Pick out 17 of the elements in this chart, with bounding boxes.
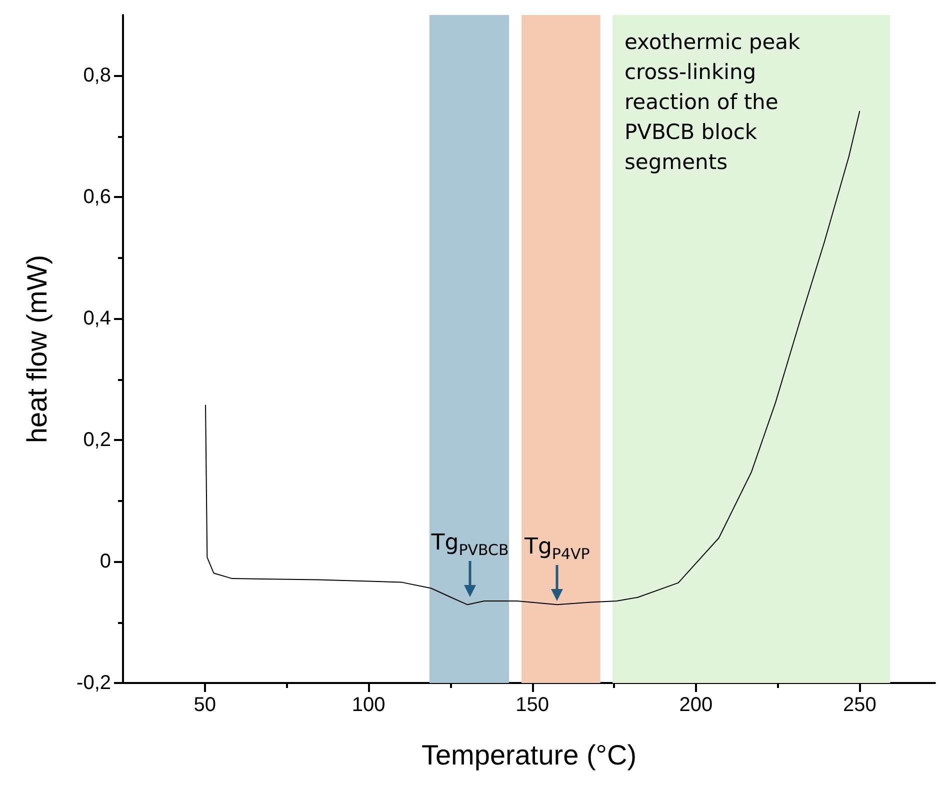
line-series [205, 110, 860, 606]
y-tick-label: 0,4 [83, 308, 111, 330]
x-tick-label: 200 [679, 694, 713, 716]
annotation: Tg$_{P4VP}$ [524, 534, 590, 563]
band-label: exothermic peak cross-linking reaction of the PVBCB block segments [624, 30, 807, 174]
x-tick-label: 100 [352, 694, 386, 716]
x-axis-title: Temperature (°C) [421, 740, 637, 770]
y-tick-label: 0 [100, 550, 111, 573]
y-axis-title: heat flow (mW) [22, 254, 52, 444]
x-tick-label: 150 [516, 694, 549, 716]
annotation: Tg$_{PVBCB}$ [431, 530, 509, 560]
x-tick-label: 250 [843, 694, 876, 716]
y-tick-label: 0,6 [83, 186, 111, 208]
y-tick-label: 0,2 [83, 429, 111, 452]
y-tick-label: 0,8 [83, 64, 111, 87]
y-tick-label: -0,2 [76, 672, 111, 694]
x-tick-label: 50 [194, 694, 216, 716]
